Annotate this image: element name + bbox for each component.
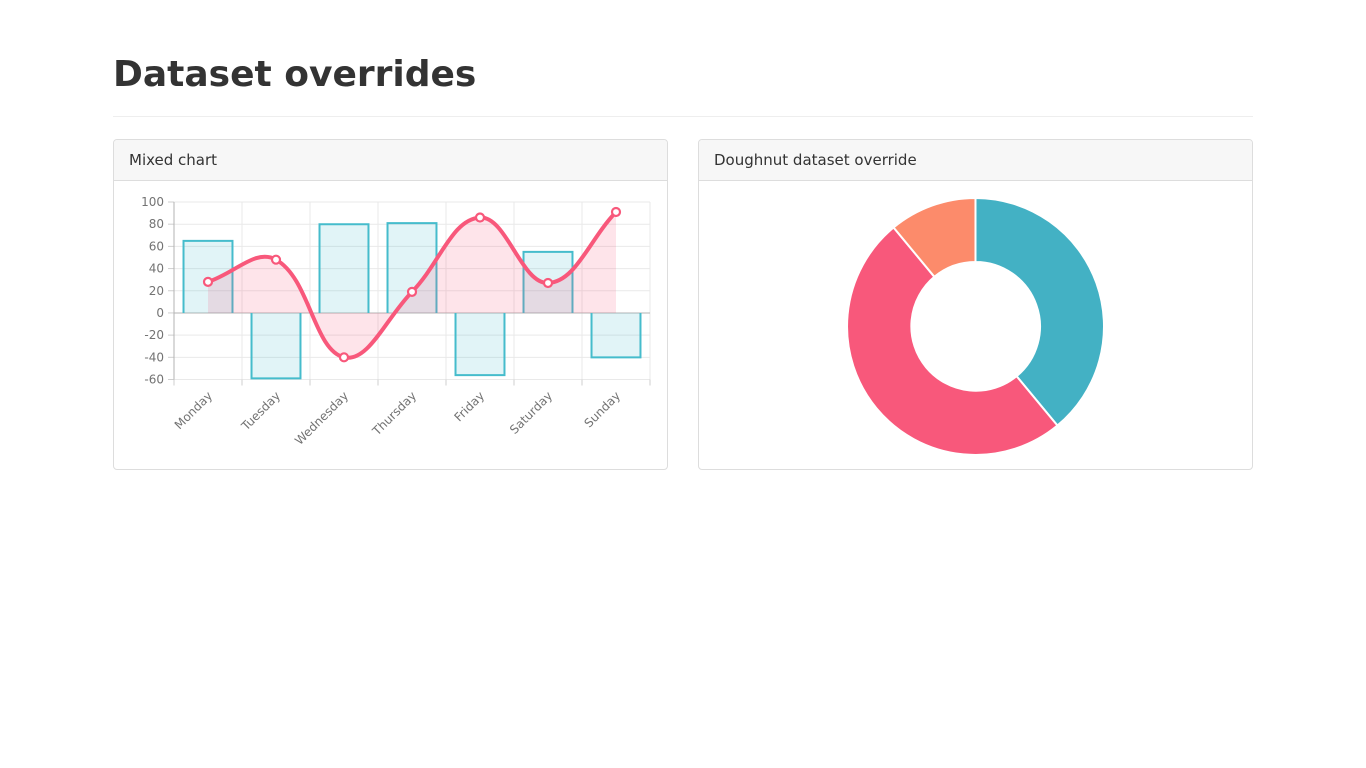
- mixed-chart-title: Mixed chart: [129, 150, 218, 169]
- x-axis-label-wednesday: Wednesday: [292, 388, 351, 447]
- bar-wednesday[interactable]: [319, 223, 369, 313]
- x-axis-label-tuesday: Tuesday: [238, 388, 283, 433]
- y-axis-tick-label: 80: [149, 217, 164, 231]
- line-point-monday[interactable]: [202, 276, 214, 287]
- bar-friday[interactable]: [455, 312, 505, 375]
- line-point-tuesday[interactable]: [270, 254, 282, 265]
- doughnut-chart-card-body: [699, 181, 1252, 469]
- line-area-fill: [208, 211, 616, 358]
- mixed-chart-card-body: 100 80 60 40 20 0 -20 -40 -60 Monday Tuesday Wednes…: [114, 181, 667, 469]
- y-axis-tick-label: 60: [149, 239, 164, 253]
- bar-border: [454, 312, 506, 376]
- x-axis-label-sunday: Sunday: [581, 388, 623, 430]
- bar-border: [250, 312, 302, 379]
- y-axis-tick-label: 100: [141, 195, 164, 209]
- doughnut-slice-2[interactable]: [845, 226, 1059, 456]
- line-point-friday[interactable]: [474, 212, 486, 223]
- y-axis-tick-label: 20: [149, 283, 164, 297]
- line-point-sunday[interactable]: [610, 206, 622, 217]
- doughnut-chart-card: Doughnut dataset override: [698, 138, 1253, 470]
- y-axis-tick-label: 40: [149, 261, 164, 275]
- bar-border: [522, 250, 574, 313]
- doughnut-chart-canvas[interactable]: [699, 181, 1252, 469]
- line-point-saturday[interactable]: [542, 277, 554, 288]
- x-axis-label-monday: Monday: [172, 388, 215, 431]
- y-axis-tick-label: -20: [144, 328, 164, 342]
- y-axis-tick-label: -40: [144, 350, 164, 364]
- bar-border: [590, 312, 642, 358]
- bar-border: [386, 221, 438, 313]
- line-point-thursday[interactable]: [406, 286, 418, 297]
- x-axis-label-saturday: Saturday: [507, 388, 555, 436]
- doughnut-chart-title: Doughnut dataset override: [714, 150, 917, 169]
- bar-border: [318, 222, 370, 313]
- mixed-chart-card-header: Mixed chart: [114, 139, 667, 181]
- y-axis-tick-label: -60: [144, 372, 164, 386]
- mixed-chart-card: Mixed chart 100 80 60 40 20 0 -20 -40 -60 Monday T…: [113, 138, 668, 470]
- content-container: Dataset overrides Mixed chart 100 80 60 40 2…: [113, 0, 1253, 470]
- x-axis-label-friday: Friday: [452, 388, 488, 424]
- doughnut-slice-3[interactable]: [892, 196, 977, 278]
- bar-tuesday[interactable]: [251, 312, 301, 378]
- mixed-chart-canvas[interactable]: 100 80 60 40 20 0 -20 -40 -60 Monday Tuesday Wednes…: [114, 181, 667, 469]
- bar-border: [182, 239, 234, 313]
- line-point-wednesday[interactable]: [338, 351, 350, 363]
- x-axis-label-thursday: Thursday: [369, 388, 419, 438]
- doughnut-chart-card-header: Doughnut dataset override: [699, 139, 1252, 181]
- bar-sunday[interactable]: [591, 312, 641, 357]
- doughnut-slice-1[interactable]: [974, 196, 1105, 427]
- y-axis-tick-label: 0: [156, 306, 164, 320]
- page-title: Dataset overrides: [113, 54, 477, 95]
- title-divider: [113, 115, 1253, 117]
- charts-row: Mixed chart 100 80 60 40 20 0 -20 -40 -60 Monday T…: [113, 138, 1253, 470]
